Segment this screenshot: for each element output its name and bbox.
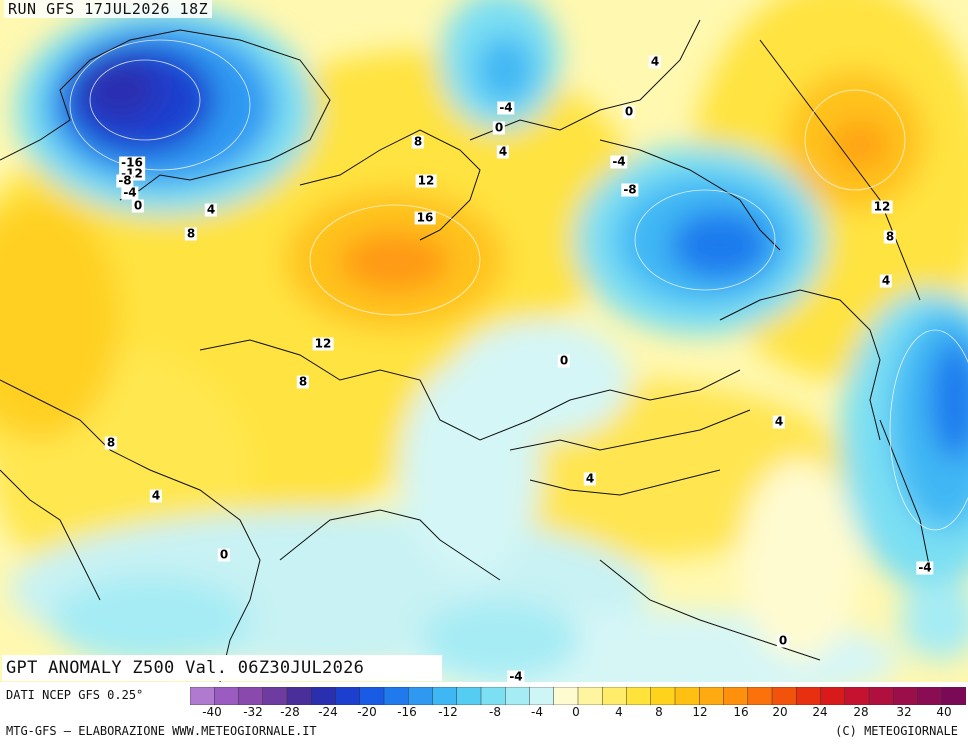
run-label: RUN GFS 17JUL2026 18Z [4,0,213,18]
colorbar-swatch [771,687,797,705]
colorbar-label: 4 [615,705,623,719]
contour-label: -4 [916,560,934,575]
colorbar-label: 40 [936,705,952,719]
colorbar-swatch [529,687,555,705]
colorbar-swatch [383,687,409,705]
data-source: DATI NCEP GFS 0.25° [6,688,144,702]
contour-label: 4 [149,488,163,503]
contour-label: -8 [621,182,639,197]
contour-label: 0 [776,633,790,648]
colorbar-swatch [190,687,215,705]
colorbar-swatch [868,687,894,705]
colorbar-label: 16 [733,705,749,719]
colorbar-swatch [844,687,870,705]
contour-label: 4 [204,202,218,217]
colorbar-swatch [311,687,337,705]
credit-left: MTG-GFS — ELABORAZIONE WWW.METEOGIORNALE… [6,724,317,738]
colorbar-swatch [553,687,579,705]
contour-label: 8 [883,229,897,244]
contour-label: 16 [414,210,436,225]
colorbar-swatch [335,687,361,705]
contour-label: 12 [871,199,893,214]
colorbar [190,687,966,705]
map-title: GPT ANOMALY Z500 Val. 06Z30JUL2026 [2,655,442,681]
contour-label: 12 [415,173,437,188]
contour-label: 0 [217,547,231,562]
colorbar-label: -32 [243,705,263,719]
isolines [69,39,968,531]
contour-label: 0 [557,353,571,368]
contour-label: 4 [772,414,786,429]
anomaly-fields [0,0,968,682]
colorbar-swatch [238,687,264,705]
contour-label: 8 [411,134,425,149]
contour-label: 4 [879,273,893,288]
colorbar-swatch [432,687,458,705]
colorbar-swatch [408,687,434,705]
colorbar-label: -20 [357,705,377,719]
colorbar-swatch [917,687,943,705]
colorbar-label: 12 [692,705,708,719]
contour-label: 4 [583,471,597,486]
contour-label: -8 [116,173,134,188]
credit-right: (C) METEOGIORNALE [835,724,958,738]
colorbar-label: 24 [812,705,828,719]
colorbar-swatch [262,687,288,705]
contour-label: 0 [622,104,636,119]
contour-label: -4 [507,669,525,684]
colorbar-swatch [650,687,676,705]
contour-label: 12 [312,336,334,351]
colorbar-swatch [286,687,312,705]
colorbar-swatch [456,687,482,705]
colorbar-swatch [214,687,240,705]
contour-label: -16 [119,155,145,170]
colorbar-swatch [723,687,749,705]
colorbar-swatch [674,687,700,705]
colorbar-label: 28 [853,705,869,719]
colorbar-swatch [602,687,628,705]
coastlines [0,19,931,682]
contour-label: 4 [496,144,510,159]
colorbar-swatch [893,687,919,705]
colorbar-swatch [505,687,531,705]
contour-label: -4 [121,185,139,200]
contour-label: 8 [184,226,198,241]
colorbar-swatch [577,687,603,705]
colorbar-label: 32 [896,705,912,719]
contour-label: 8 [296,374,310,389]
contour-label: 8 [104,435,118,450]
colorbar-swatch [747,687,773,705]
colorbar-swatch [941,687,966,705]
colorbar-label: -24 [318,705,338,719]
colorbar-swatch [820,687,846,705]
colorbar-swatch [626,687,652,705]
colorbar-label: 0 [572,705,580,719]
colorbar-label: -28 [280,705,300,719]
colorbar-swatch [359,687,385,705]
colorbar-label: 8 [655,705,663,719]
contour-label: 0 [131,198,145,213]
contour-label: -4 [497,100,515,115]
footer: DATI NCEP GFS 0.25° MTG-GFS — ELABORAZIO… [0,682,968,745]
contour-label: -4 [610,154,628,169]
contour-label: 4 [648,54,662,69]
colorbar-label: -40 [202,705,222,719]
contour-label: 0 [492,120,506,135]
colorbar-swatch [796,687,822,705]
colorbar-label: 20 [772,705,788,719]
anomaly-map [0,0,968,682]
colorbar-label: -12 [438,705,458,719]
colorbar-label: -16 [397,705,417,719]
colorbar-label: -8 [489,705,501,719]
colorbar-swatch [480,687,506,705]
colorbar-label: -4 [531,705,543,719]
colorbar-swatch [699,687,725,705]
